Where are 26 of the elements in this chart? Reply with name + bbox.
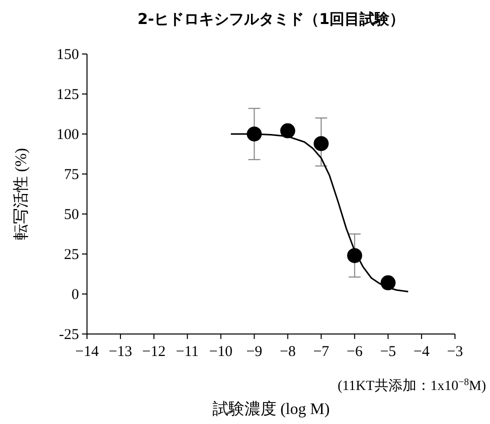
y-tick-label: 125 (56, 87, 79, 103)
x-tick-label: −6 (346, 344, 364, 360)
y-tick-label: 150 (56, 47, 79, 63)
y-tick-label: -25 (59, 327, 79, 343)
point (314, 136, 329, 152)
x-tick-label: −4 (414, 344, 430, 360)
x-tick-label: −11 (176, 344, 199, 360)
y-axis-title: 転写活性 (%) (13, 148, 30, 240)
chart-title: 2-ヒドロキシフルタミド（1回目試験） (137, 10, 405, 28)
x-tick-label: −3 (447, 344, 463, 360)
x-tick-label: −9 (246, 344, 262, 360)
x-tick-label: −10 (209, 344, 233, 360)
x-tick-label: −8 (280, 344, 296, 360)
x-tick-label: −12 (142, 344, 166, 360)
point (280, 123, 296, 138)
y-tick-label: 100 (56, 127, 79, 143)
y-tick-label: 0 (72, 287, 79, 303)
y-tick-label: 75 (64, 167, 79, 183)
x-tick-label: −7 (313, 344, 330, 360)
text: (11KT共添加：1x10$^{−8}$M) (338, 376, 486, 394)
y-tick-label: 25 (64, 247, 79, 263)
x-tick-label: −13 (108, 344, 132, 360)
y-tick-label: 50 (64, 207, 79, 223)
x-tick-label: −5 (380, 344, 396, 360)
x-tick-label: −14 (75, 344, 100, 360)
x-axis-title: 試験濃度 (log M) (212, 400, 330, 418)
